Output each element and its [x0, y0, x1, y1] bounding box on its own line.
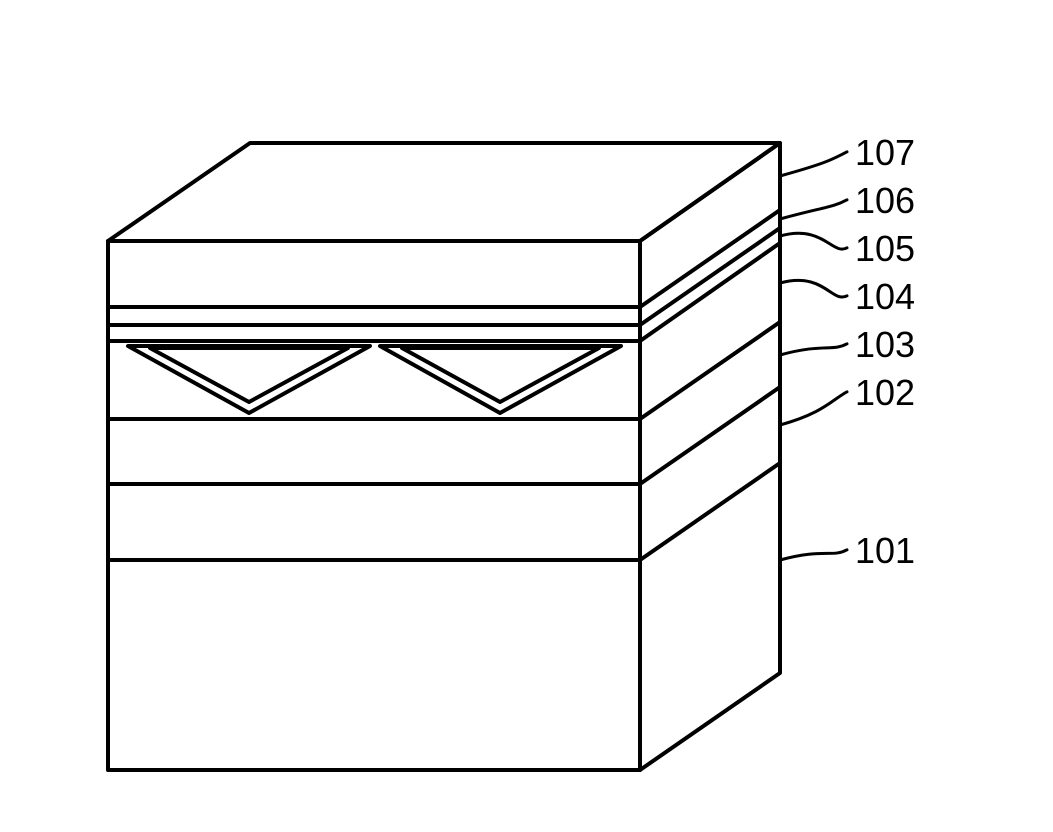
layer-label-107: 107: [855, 132, 915, 174]
layer-label-103: 103: [855, 324, 915, 366]
layer-label-106: 106: [855, 180, 915, 222]
layer-label-105: 105: [855, 228, 915, 270]
layer-label-101: 101: [855, 530, 915, 572]
layer-label-104: 104: [855, 276, 915, 318]
layered-block-diagram: [0, 0, 1053, 832]
layer-label-102: 102: [855, 372, 915, 414]
